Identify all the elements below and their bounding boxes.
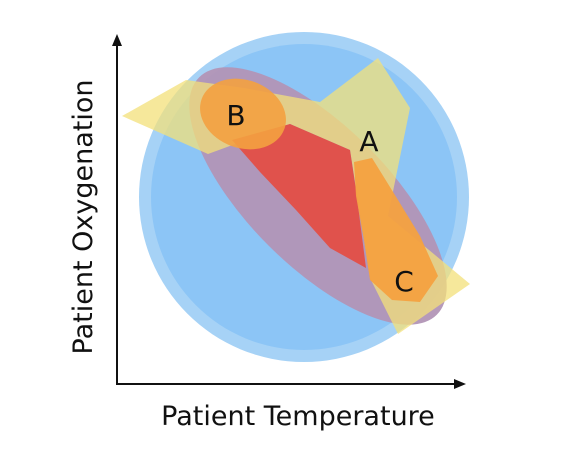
region-label-a: A bbox=[359, 125, 378, 158]
y-axis-arrow-icon bbox=[112, 34, 122, 46]
x-axis-label: Patient Temperature bbox=[161, 401, 435, 432]
orange-region-b bbox=[200, 78, 286, 150]
x-axis-arrow-icon bbox=[454, 379, 466, 389]
red-central-region bbox=[232, 124, 366, 268]
region-label-b: B bbox=[226, 99, 245, 132]
region-label-c: C bbox=[394, 265, 414, 298]
orange-region-c bbox=[354, 158, 438, 302]
y-axis-label: Patient Oxygenation bbox=[68, 80, 99, 355]
